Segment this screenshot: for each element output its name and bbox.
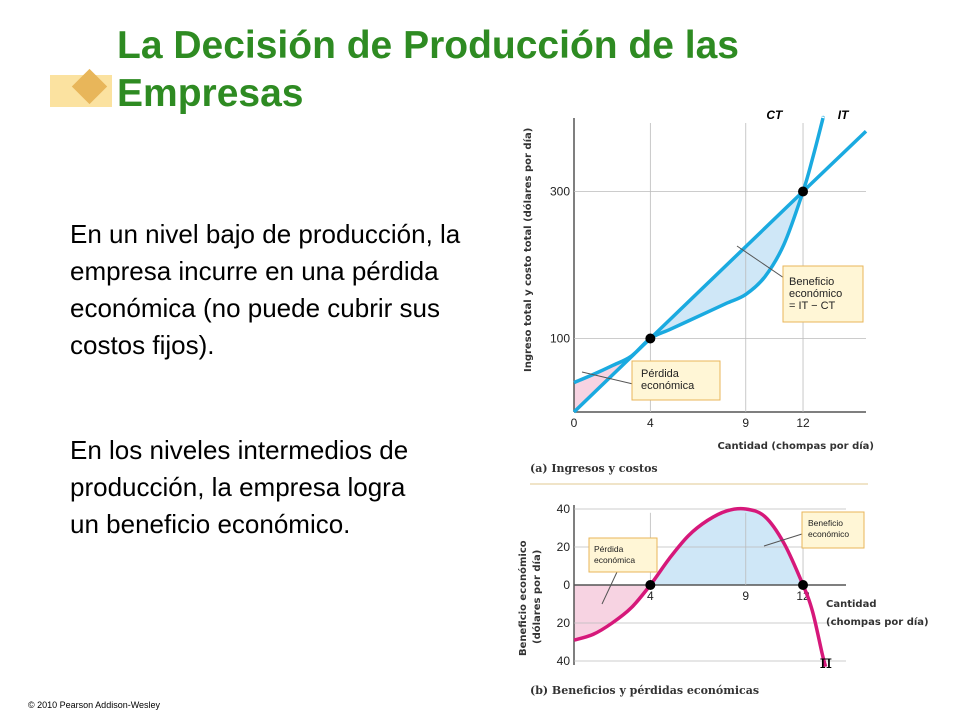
y-tick-label-b: 40 bbox=[557, 654, 571, 668]
callout-text-loss-b: económica bbox=[594, 555, 635, 565]
callout-box-profit-b bbox=[801, 511, 865, 549]
x-axis-label-a: Cantidad (chompas por día) bbox=[717, 440, 874, 452]
callout-leader-profit-b bbox=[763, 533, 803, 547]
y-axis-label-b-line1: Beneficio económico bbox=[517, 540, 529, 656]
callout-box-profit-a bbox=[782, 265, 864, 323]
y-tick-label-a: 300 bbox=[550, 185, 570, 199]
zero-profit-point-b bbox=[645, 580, 656, 590]
callout-text-profit-a: = IT − CT bbox=[789, 300, 836, 312]
it-series-label: IT bbox=[838, 108, 850, 122]
intersection-point-a bbox=[645, 333, 656, 344]
y-tick-label-b: 0 bbox=[563, 578, 570, 592]
loss-area-b bbox=[574, 585, 651, 641]
panel-label-a: (a) Ingresos y costos bbox=[530, 462, 658, 475]
y-tick-label-b: 20 bbox=[557, 540, 571, 554]
callout-leader-loss-a bbox=[581, 371, 634, 385]
copyright-notice: © 2010 Pearson Addison-Wesley bbox=[28, 700, 161, 710]
x-tick-label-b: 9 bbox=[742, 589, 749, 603]
x-tick-label-a: 0 bbox=[571, 416, 578, 430]
callout-text-profit-b: económico bbox=[808, 529, 849, 539]
y-tick-label-b: 20 bbox=[557, 616, 571, 630]
x-axis-label-b-line2: (chompas por día) bbox=[826, 616, 929, 628]
intersection-point-a bbox=[798, 186, 809, 197]
callout-box-loss-b bbox=[588, 537, 658, 573]
callout-text-profit-b: Beneficio bbox=[808, 518, 843, 528]
y-tick-label-b: 40 bbox=[557, 502, 571, 516]
paragraph-profit: En los niveles intermedios de producción… bbox=[70, 435, 409, 539]
callout-leader-profit-a bbox=[736, 245, 785, 279]
it-line bbox=[572, 129, 868, 414]
profit-series-label: π bbox=[820, 651, 833, 673]
paragraph-loss: En un nivel bajo de producción, la empre… bbox=[70, 219, 461, 360]
callout-text-loss-a: Pérdida bbox=[641, 368, 680, 380]
slide-title: La Decisión de Producción de las Empresa… bbox=[117, 24, 740, 115]
callout-text-profit-a: Beneficio bbox=[789, 276, 834, 288]
panel-label-b: (b) Beneficios y pérdidas económicas bbox=[530, 684, 759, 697]
x-tick-label-b: 4 bbox=[647, 589, 654, 603]
callout-leader-loss-b bbox=[601, 571, 618, 605]
x-axis-label-b-line1: Cantidad bbox=[826, 599, 876, 610]
y-axis-label-a: Ingreso total y costo total (dólares por… bbox=[522, 128, 534, 372]
y-axis-label-b-line2: (dólares por día) bbox=[531, 550, 543, 644]
ct-curve bbox=[573, 115, 825, 385]
x-tick-label-a: 12 bbox=[796, 416, 810, 430]
profit-curve bbox=[573, 506, 828, 668]
y-tick-label-a: 100 bbox=[550, 332, 570, 346]
callout-text-profit-a: económico bbox=[789, 288, 842, 300]
callout-box-loss-a bbox=[631, 360, 721, 401]
callout-text-loss-b: Pérdida bbox=[594, 544, 624, 554]
ct-series-label: CT bbox=[766, 108, 784, 122]
callout-text-loss-a: económica bbox=[641, 380, 695, 392]
zero-profit-point-b bbox=[798, 580, 809, 590]
x-tick-label-a: 4 bbox=[647, 416, 654, 430]
x-tick-label-a: 9 bbox=[742, 416, 749, 430]
